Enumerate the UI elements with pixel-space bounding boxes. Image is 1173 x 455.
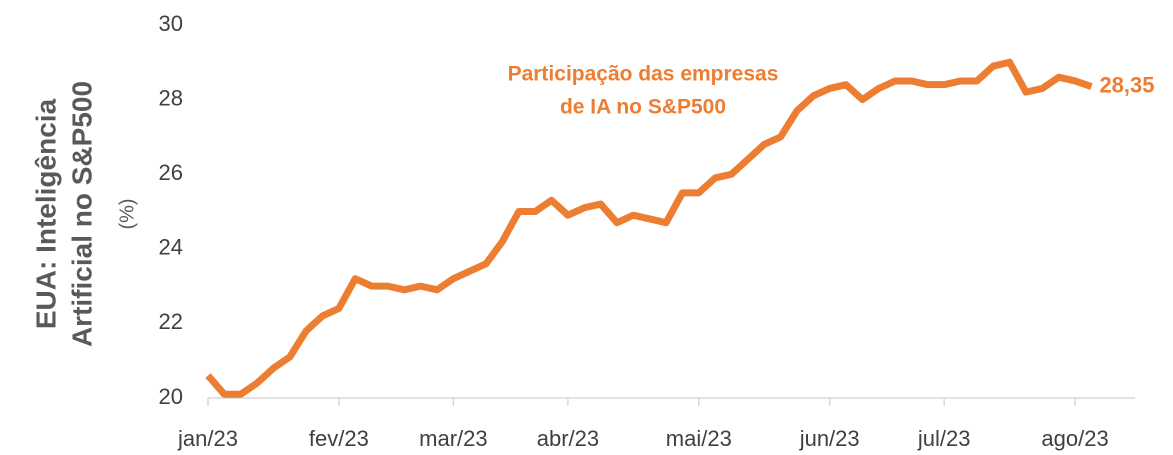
line xyxy=(205,58,1093,398)
y-tick-label: 20 xyxy=(159,384,183,409)
y-label: EUA: Inteligência xyxy=(30,98,61,329)
y-tick-label: 22 xyxy=(159,309,183,334)
annotation: Participação das empresas xyxy=(508,63,779,86)
y-unit: (%) xyxy=(116,198,138,229)
x-tick-label: ago/23 xyxy=(1041,426,1108,451)
x-tick-label: jul/23 xyxy=(917,426,971,451)
y-label: Artificial no S&P500 xyxy=(66,81,97,347)
data-label: 28,35 xyxy=(1099,72,1154,97)
y-tick-label: 28 xyxy=(159,85,183,110)
x-tick-label: mar/23 xyxy=(419,426,487,451)
annotation: de IA no S&P500 xyxy=(560,96,726,119)
y-tick-label: 30 xyxy=(159,11,183,36)
y-label-group: EUA: Inteligência Artificial no S&P500 (… xyxy=(30,81,138,347)
x-tick-label: jan/23 xyxy=(177,426,238,451)
x-tick-label: mai/23 xyxy=(666,426,732,451)
x-tick-label: fev/23 xyxy=(309,426,369,451)
y-tick-label: 26 xyxy=(159,160,183,185)
y-tick-label: 24 xyxy=(159,235,183,260)
x-tick-label: abr/23 xyxy=(537,426,599,451)
x-tick-label: jun/23 xyxy=(799,426,860,451)
